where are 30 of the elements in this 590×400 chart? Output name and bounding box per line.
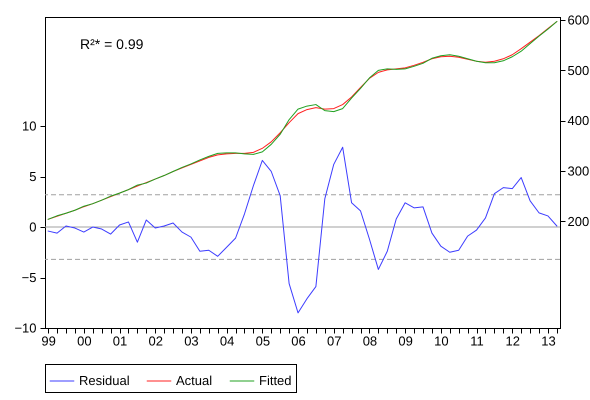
y2-tick-label: 400 xyxy=(568,113,590,128)
x-tick-label: 06 xyxy=(291,334,306,348)
line-series xyxy=(48,146,558,314)
x-tick-label: 02 xyxy=(148,334,163,348)
x-tick-label: 12 xyxy=(506,334,520,348)
y-tick-label: 5 xyxy=(29,169,36,184)
y2-tick-label: 200 xyxy=(568,214,590,229)
y-tick-label: −10 xyxy=(14,320,36,336)
x-tick-label: 11 xyxy=(470,334,484,348)
legend-label: Fitted xyxy=(259,373,292,388)
y-tick-label: 0 xyxy=(29,220,36,235)
x-tick-label: 07 xyxy=(327,334,342,348)
x-tick-label: 03 xyxy=(184,334,199,348)
legend-label: Actual xyxy=(176,373,212,388)
legend-label: Residual xyxy=(79,373,130,388)
y2-tick-label: 600 xyxy=(568,12,590,28)
y2-tick-label: 500 xyxy=(568,62,590,78)
x-tick-label: 04 xyxy=(220,334,234,348)
annotation: R²* = 0.99 xyxy=(80,36,144,52)
x-tick-label: 99 xyxy=(41,334,56,348)
x-tick-label: 13 xyxy=(541,334,556,348)
x-tick-label: 00 xyxy=(77,334,92,348)
x-tick-label: 09 xyxy=(398,334,413,348)
x-tick-label: 01 xyxy=(112,334,128,348)
x-tick-label: 08 xyxy=(362,334,378,348)
y-tick-label: 10 xyxy=(22,118,36,134)
y2-tick-label: 300 xyxy=(568,163,590,178)
x-tick-label: 05 xyxy=(256,334,270,348)
x-tick-label: 10 xyxy=(434,334,449,348)
y-tick-label: −5 xyxy=(22,270,36,286)
